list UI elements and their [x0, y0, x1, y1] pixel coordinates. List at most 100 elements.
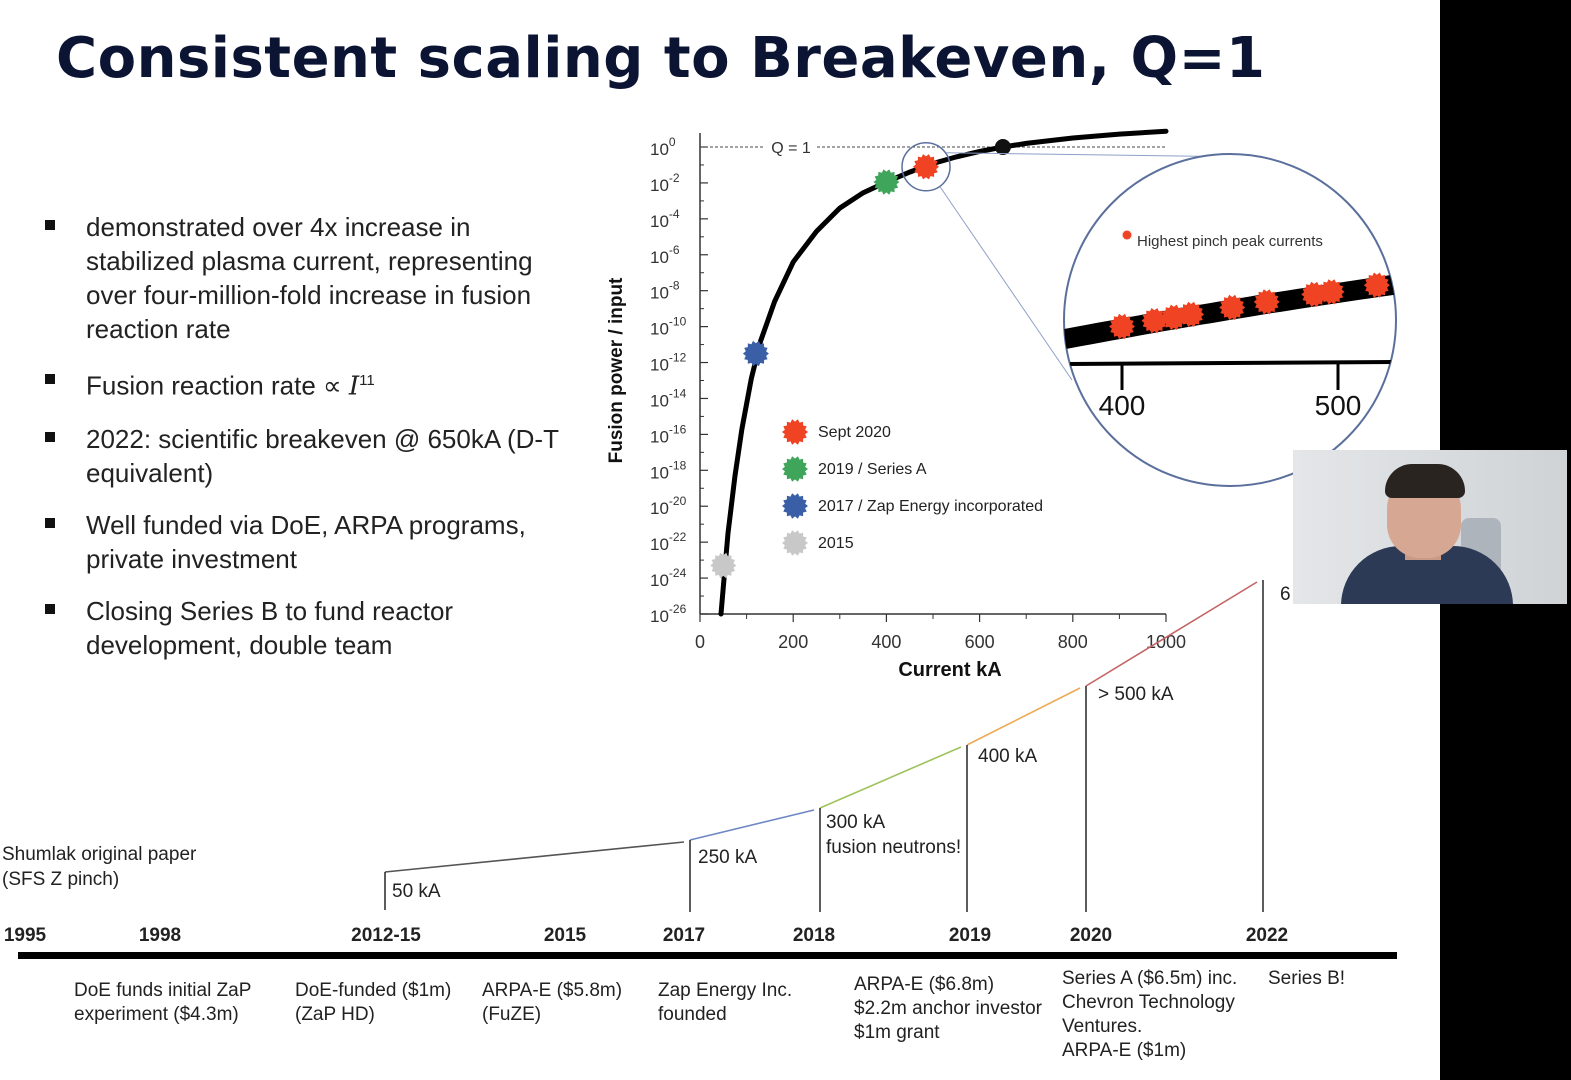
- x-tick-label: 400: [871, 632, 901, 652]
- y-tick-label: 10-2: [650, 171, 680, 195]
- bullet-text: demonstrated over 4x increase in stabili…: [86, 212, 533, 344]
- zoom-connector-line: [939, 186, 1073, 381]
- current-symbol: I: [348, 371, 360, 402]
- legend-label: 2017 / Zap Energy incorporated: [818, 498, 1043, 515]
- zoom-data-point: [1301, 281, 1328, 308]
- bullet-square-icon: [45, 603, 55, 614]
- bullet-text: Fusion reaction rate ∝: [86, 370, 349, 401]
- growth-segment: [384, 841, 685, 873]
- bullet-list: demonstrated over 4x increase in stabili…: [40, 210, 580, 680]
- zoom-inset-circle: [1063, 153, 1397, 487]
- y-tick-label: 10-22: [650, 530, 687, 554]
- timeline-year: 1998: [139, 925, 181, 946]
- legend-label: Sept 2020: [818, 424, 891, 441]
- y-tick-label: 10-14: [650, 386, 687, 410]
- y-tick-label: 10-24: [650, 566, 687, 590]
- timeline-year: 2015: [544, 925, 587, 946]
- legend-marker: [782, 456, 808, 482]
- data-point: [742, 340, 769, 367]
- fusion-curve: [718, 128, 1169, 617]
- legend-label: 2019 / Series A: [818, 461, 927, 478]
- x-tick-label: 1000: [1146, 632, 1186, 652]
- timeline-event: DoE funds initial ZaP experiment ($4.3m): [74, 980, 251, 1025]
- annotation-star-icon: [1122, 230, 1132, 240]
- legend-label: 2015: [818, 535, 854, 552]
- y-tick-label: 100: [650, 135, 676, 159]
- x-tick-label: 600: [965, 632, 995, 652]
- current-exponent: 11: [359, 372, 375, 389]
- bullet-square-icon: [45, 374, 55, 384]
- zoom-x-tick-label: 400: [1099, 390, 1146, 421]
- breakeven-point: [994, 139, 1011, 155]
- x-tick-label: 0: [695, 632, 705, 652]
- y-tick-label: 10-10: [650, 315, 687, 339]
- bullet-text: 2022: scientific breakeven @ 650kA (D-T …: [86, 423, 559, 488]
- timeline-year: 2018: [793, 925, 835, 946]
- zoom-source-circle: [901, 142, 951, 192]
- timeline-event: Zap Energy Inc. founded: [658, 980, 792, 1025]
- y-tick-label: 10-20: [650, 494, 687, 518]
- timeline-event: Series A ($6.5m) inc. Chevron Technology V…: [1062, 968, 1237, 1061]
- timeline-year: 2022: [1246, 925, 1288, 946]
- x-tick-label: 200: [778, 632, 808, 652]
- bullet-item: 2022: scientific breakeven @ 650kA (D-T …: [40, 422, 580, 490]
- zoom-data-point: [1363, 272, 1390, 298]
- growth-segment: [819, 746, 962, 809]
- webcam-video: [1293, 450, 1567, 604]
- y-tick-label: 10-26: [650, 602, 687, 626]
- zoom-x-axis: [1069, 360, 1396, 366]
- bullet-item: Well funded via DoE, ARPA programs, priv…: [40, 508, 580, 576]
- data-point: [710, 552, 737, 579]
- timeline-event: ARPA-E ($5.8m) (FuZE): [482, 980, 622, 1025]
- timeline-year: 2019: [949, 925, 991, 946]
- growth-segment: [689, 809, 815, 841]
- bullet-text: Closing Series B to fund reactor develop…: [86, 595, 454, 660]
- zoom-data-point: [1219, 294, 1246, 321]
- timeline-bar: [18, 952, 1397, 959]
- zoom-data-point: [1160, 304, 1187, 330]
- growth-segment: [1085, 581, 1258, 687]
- timeline-event: Series B!: [1268, 968, 1345, 989]
- peak-current-label: 50 kA: [392, 881, 441, 902]
- bullet-text: Well funded via DoE, ARPA programs, priv…: [86, 509, 526, 574]
- slide-title: Consistent scaling to Breakeven, Q=1: [56, 26, 1266, 91]
- zoom-x-tick-label: 500: [1315, 390, 1362, 421]
- bullet-square-icon: [45, 517, 55, 528]
- zoom-data-point: [1109, 313, 1135, 340]
- timeline-year: 1995: [4, 925, 47, 946]
- peak-current-label: 250 kA: [698, 847, 757, 868]
- data-point: [873, 169, 900, 195]
- peak-current-label: 300 kA fusion neutrons!: [826, 812, 961, 858]
- bullet-item: Fusion reaction rate ∝ I11: [40, 364, 580, 404]
- legend-marker: [782, 530, 808, 556]
- y-tick-label: 10-4: [650, 207, 680, 231]
- x-axis-label: Current kA: [898, 659, 1001, 681]
- zoom-annotation: Highest pinch peak currents: [1137, 233, 1323, 250]
- peak-current-label: 400 kA: [978, 746, 1037, 767]
- timeline-event: DoE-funded ($1m) (ZaP HD): [295, 980, 451, 1025]
- timeline-note: Shumlak original paper (SFS Z pinch): [2, 844, 197, 890]
- bullet-item: demonstrated over 4x increase in stabili…: [40, 210, 580, 346]
- timeline-year: 2012-15: [351, 925, 421, 946]
- growth-segment: [966, 687, 1081, 746]
- legend-marker: [782, 493, 808, 519]
- zoom-data-point: [1318, 279, 1345, 305]
- y-tick-label: 10-12: [650, 351, 687, 375]
- y-tick-label: 10-18: [650, 458, 687, 482]
- peak-current-label: 6: [1280, 584, 1291, 605]
- bullet-square-icon: [45, 220, 55, 230]
- bullet-item: Closing Series B to fund reactor develop…: [40, 594, 580, 662]
- q-line-label: Q = 1: [771, 140, 811, 157]
- y-tick-label: 10-16: [650, 422, 687, 446]
- y-axis-label: Fusion power / input: [606, 277, 627, 463]
- presenter-hair: [1385, 464, 1465, 498]
- y-tick-label: 10-8: [650, 279, 680, 303]
- timeline-year: 2017: [663, 925, 705, 946]
- x-tick-label: 800: [1058, 632, 1088, 652]
- y-tick-label: 10-6: [650, 243, 680, 267]
- legend-marker: [782, 419, 808, 445]
- timeline-event: ARPA-E ($6.8m) $2.2m anchor investor $1m g…: [854, 974, 1043, 1043]
- zoom-data-point: [1141, 308, 1168, 334]
- bullet-square-icon: [45, 431, 55, 442]
